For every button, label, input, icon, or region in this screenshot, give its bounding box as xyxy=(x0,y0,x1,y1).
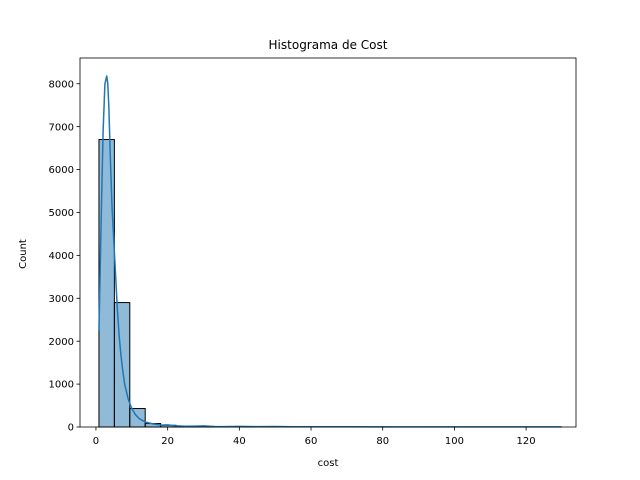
chart-title: Histograma de Cost xyxy=(269,38,388,52)
y-tick-label-2000: 2000 xyxy=(49,337,74,348)
x-tick-label-0: 0 xyxy=(93,436,99,447)
y-tick-label-1000: 1000 xyxy=(49,380,74,391)
y-tick-label-5000: 5000 xyxy=(49,208,74,219)
x-tick-label-60: 60 xyxy=(305,436,318,447)
y-tick-label-6000: 6000 xyxy=(49,165,74,176)
x-tick-label-120: 120 xyxy=(517,436,536,447)
y-tick-label-8000: 8000 xyxy=(49,79,74,90)
x-tick-label-80: 80 xyxy=(376,436,389,447)
y-tick-label-4000: 4000 xyxy=(49,251,74,262)
plot-frame xyxy=(79,57,577,428)
y-tick-label-7000: 7000 xyxy=(49,122,74,133)
x-tick-label-100: 100 xyxy=(445,436,464,447)
axes-layer: 0 20 40 60 80 100 120 0 1000 2000 3000 4000 5000 6000… xyxy=(49,57,577,447)
x-tick-label-40: 40 xyxy=(233,436,246,447)
y-axis-label: Count xyxy=(18,239,29,269)
y-tick-label-0: 0 xyxy=(68,423,74,434)
x-axis-label: cost xyxy=(318,458,339,469)
x-tick-label-20: 20 xyxy=(161,436,174,447)
y-tick-label-3000: 3000 xyxy=(49,294,74,305)
